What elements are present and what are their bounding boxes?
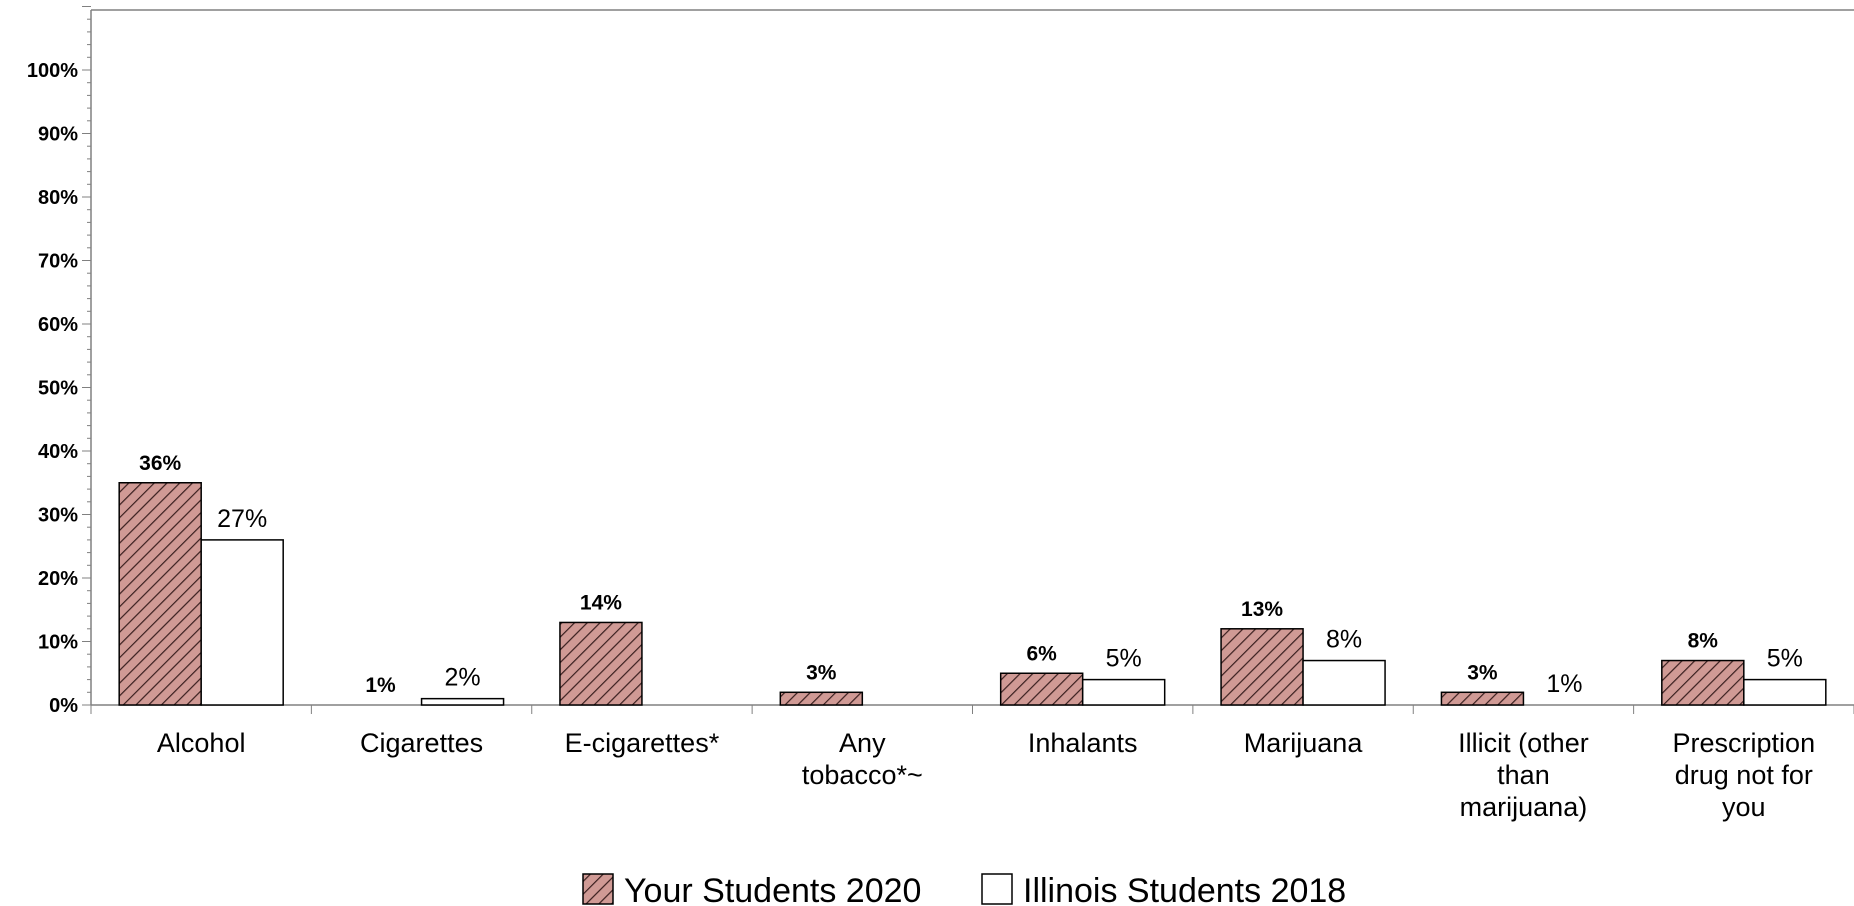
y-tick-label: 100% (27, 60, 78, 82)
y-tick-label: 40% (38, 441, 78, 463)
bar-illinois-students-2018 (200, 539, 284, 706)
data-label-illinois-students-2018: 27% (217, 505, 267, 533)
data-label-your-students-2020: 36% (139, 452, 181, 475)
x-category-label-line: marijuana) (1460, 792, 1588, 822)
x-category-label-line: Prescription (1673, 728, 1816, 758)
bar-your-students-2020 (1661, 659, 1745, 706)
legend-swatch-illinois-students-2018 (981, 873, 1013, 905)
y-tick-label: 10% (38, 632, 78, 654)
bar-your-students-2020 (559, 621, 643, 706)
data-label-illinois-students-2018: 2% (444, 664, 480, 692)
y-tick-label: 30% (38, 505, 78, 527)
bar-illinois-students-2018 (1081, 678, 1166, 706)
x-category-label-line: than (1497, 760, 1550, 790)
x-category-label: E-cigarettes* (565, 728, 720, 758)
x-category-label-line: Alcohol (157, 728, 246, 758)
data-label-your-students-2020: 13% (1241, 598, 1283, 621)
legend-label-your-students-2020: Your Students 2020 (624, 872, 921, 906)
data-label-your-students-2020: 6% (1027, 642, 1058, 665)
bar-your-students-2020 (999, 672, 1084, 706)
bar-your-students-2020 (1220, 628, 1304, 706)
legend-label-illinois-students-2018: Illinois Students 2018 (1023, 872, 1346, 906)
bar-your-students-2020 (118, 482, 202, 706)
x-category-label-line: Cigarettes (360, 728, 483, 758)
x-category-label: Marijuana (1244, 728, 1364, 758)
y-tick-label: 60% (38, 314, 78, 336)
bar-illinois-students-2018 (1302, 659, 1386, 706)
x-category-label-line: tobacco*~ (802, 760, 923, 790)
y-tick-label: 80% (38, 187, 78, 209)
y-tick-label: 0% (49, 695, 78, 717)
x-category-label: Alcohol (157, 728, 246, 758)
x-category-label: Inhalants (1028, 728, 1138, 758)
data-label-your-students-2020: 3% (806, 661, 837, 684)
legend: Your Students 2020 Illinois Students 2018 (582, 872, 1346, 906)
x-category-label-line: you (1722, 792, 1766, 822)
x-category-label-line: drug not for (1675, 760, 1813, 790)
y-tick-label: 50% (38, 378, 78, 400)
x-category-label: Illicit (other than marijuana) (1458, 728, 1589, 822)
x-category-label-line: Inhalants (1028, 728, 1138, 758)
data-label-illinois-students-2018: 1% (1546, 670, 1582, 698)
data-label-your-students-2020: 3% (1467, 661, 1498, 684)
x-category-label-line: Illicit (other (1458, 728, 1589, 758)
data-label-illinois-students-2018: 5% (1767, 645, 1803, 673)
bar-illinois-students-2018 (420, 697, 505, 706)
bar-your-students-2020 (1440, 691, 1525, 706)
x-category-label-line: Any (839, 728, 886, 758)
x-category-label-line: E-cigarettes* (565, 728, 720, 758)
data-label-your-students-2020: 14% (580, 591, 622, 614)
chart-axes: 0% 10% 20% 30% 40% 50% 60% 70% 80% 90% 100% Alcohol… (27, 6, 1854, 822)
x-category-label-line: Marijuana (1244, 728, 1364, 758)
legend-swatch-your-students-2020 (582, 873, 614, 905)
y-tick-label: 20% (38, 568, 78, 590)
x-category-label: Prescription drug not for you (1673, 728, 1816, 822)
data-label-your-students-2020: 8% (1688, 630, 1719, 653)
x-category-label: Cigarettes (360, 728, 483, 758)
y-tick-label: 90% (38, 124, 78, 146)
bar-illinois-students-2018 (1743, 678, 1827, 706)
x-category-label: Any tobacco*~ (802, 728, 923, 790)
bar-your-students-2020 (779, 691, 864, 706)
data-label-illinois-students-2018: 5% (1106, 645, 1142, 673)
data-label-your-students-2020: 1% (365, 674, 396, 697)
chart-marks: 36% 27% 1% 2% 14% 3% 6% 5% 13% 8% 3% 1% 8% 5% (118, 452, 1827, 706)
y-tick-label: 70% (38, 251, 78, 273)
data-label-illinois-students-2018: 8% (1326, 626, 1362, 654)
